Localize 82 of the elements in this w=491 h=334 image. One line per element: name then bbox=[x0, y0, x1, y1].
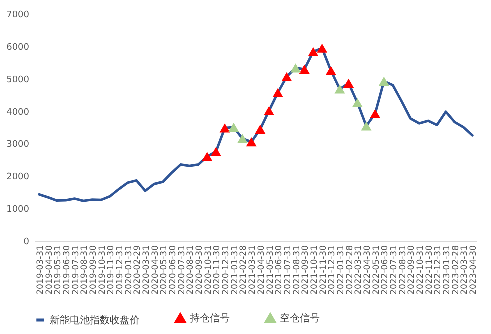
point bbox=[202, 152, 213, 162]
x-tick-label: 2021-12-31 bbox=[328, 246, 338, 295]
x-tick-label: 2020-03-31 bbox=[142, 246, 152, 295]
x-tick-label: 2020-07-31 bbox=[177, 246, 188, 295]
x-tick-label: 2022-06-30 bbox=[380, 246, 391, 295]
x-tick-label: 2022-04-30 bbox=[363, 246, 373, 295]
x-tick-label: 2020-05-31 bbox=[160, 246, 170, 295]
x-tick-label: 2020-10-31 bbox=[204, 246, 214, 295]
y-tick-label: 3000 bbox=[6, 140, 30, 150]
x-tick-label: 2023-02-28 bbox=[451, 246, 462, 295]
x-tick-label: 2021-04-30 bbox=[256, 246, 267, 295]
point bbox=[220, 124, 230, 133]
x-tick-label: 2021-07-31 bbox=[283, 246, 294, 295]
x-tick-label: 2021-08-31 bbox=[292, 246, 302, 295]
x-tick-label: 2019-09-30 bbox=[88, 246, 99, 295]
y-tick-label: 0 bbox=[24, 238, 30, 248]
point bbox=[370, 109, 381, 118]
point bbox=[290, 64, 302, 73]
point bbox=[308, 47, 319, 56]
x-tick-label: 2019-07-31 bbox=[71, 246, 82, 295]
point bbox=[326, 66, 336, 76]
y-tick-label: 2000 bbox=[6, 172, 30, 183]
y-tick-label: 1000 bbox=[6, 205, 30, 216]
point bbox=[361, 122, 372, 131]
x-tick-label: 2021-01-31 bbox=[230, 246, 240, 295]
x-tick-label: 2021-02-28 bbox=[239, 246, 250, 295]
legend-label: 空仓信号 bbox=[280, 312, 320, 325]
x-tick-label: 2019-10-31 bbox=[98, 246, 108, 295]
x-tick-label: 2022-09-30 bbox=[407, 246, 418, 295]
point bbox=[210, 147, 222, 156]
x-tick-label: 2023-03-31 bbox=[460, 246, 470, 295]
x-tick-label: 2020-11-30 bbox=[212, 246, 223, 295]
x-tick-label: 2019-11-30 bbox=[106, 246, 117, 295]
x-tick-label: 2019-03-31 bbox=[36, 246, 46, 295]
x-tick-label: 2020-09-30 bbox=[195, 246, 206, 295]
point bbox=[246, 138, 257, 147]
x-tick-label: 2022-10-31 bbox=[416, 246, 426, 295]
y-tick-label: 4000 bbox=[6, 108, 30, 118]
x-tick-label: 2021-09-30 bbox=[301, 246, 312, 295]
y-tick-label: 5000 bbox=[6, 75, 30, 86]
point bbox=[228, 122, 240, 132]
x-tick-label: 2021-11-30 bbox=[318, 246, 329, 295]
x-tick-label: 2022-08-31 bbox=[398, 246, 408, 295]
point bbox=[334, 84, 346, 94]
x-tick-label: 2022-11-30 bbox=[424, 246, 435, 295]
point bbox=[264, 106, 275, 116]
point bbox=[344, 78, 354, 88]
x-tick-label: 2019-05-31 bbox=[54, 246, 64, 295]
x-tick-label: 2019-08-31 bbox=[80, 246, 90, 295]
x-tick-label: 2020-02-29 bbox=[133, 246, 144, 295]
x-tick-label: 2021-10-31 bbox=[310, 246, 320, 295]
x-tick-label: 2020-08-31 bbox=[186, 246, 196, 295]
x-tick-label: 2022-02-28 bbox=[345, 246, 356, 295]
x-tick-label: 2020-06-30 bbox=[168, 246, 179, 295]
legend-label: 持仓信号 bbox=[190, 312, 230, 325]
x-tick-label: 2022-07-31 bbox=[390, 246, 400, 295]
x-tick-label: 2023-01-31 bbox=[442, 246, 453, 295]
x-tick-label: 2022-01-31 bbox=[336, 246, 346, 295]
point bbox=[299, 64, 310, 74]
x-tick-label: 2019-12-31 bbox=[115, 246, 126, 295]
point bbox=[255, 124, 266, 134]
x-tick-label: 2022-12-31 bbox=[434, 246, 444, 295]
point bbox=[352, 98, 363, 108]
y-tick-label: 7000 bbox=[6, 10, 30, 20]
x-tick-label: 2020-01-31 bbox=[124, 246, 134, 295]
x-tick-label: 2022-03-31 bbox=[354, 246, 364, 295]
y-tick-label: 6000 bbox=[6, 42, 30, 53]
point bbox=[272, 88, 284, 98]
point bbox=[378, 76, 390, 86]
x-tick-label: 2021-06-30 bbox=[274, 246, 285, 295]
x-tick-label: 2021-05-31 bbox=[266, 246, 276, 295]
x-tick-label: 2023-04-30 bbox=[469, 246, 480, 295]
point bbox=[317, 44, 328, 53]
point bbox=[282, 72, 292, 82]
x-tick-label: 2022-05-31 bbox=[372, 246, 382, 295]
x-tick-label: 2019-06-30 bbox=[62, 246, 72, 295]
x-tick-label: 2019-04-30 bbox=[44, 246, 55, 295]
legend-label: 新能电池指数收盘价 bbox=[50, 314, 140, 326]
x-tick-label: 2021-03-31 bbox=[248, 246, 258, 295]
x-tick-label: 2020-04-30 bbox=[150, 246, 161, 295]
point bbox=[237, 134, 248, 144]
x-tick-label: 2020-12-31 bbox=[222, 246, 232, 295]
